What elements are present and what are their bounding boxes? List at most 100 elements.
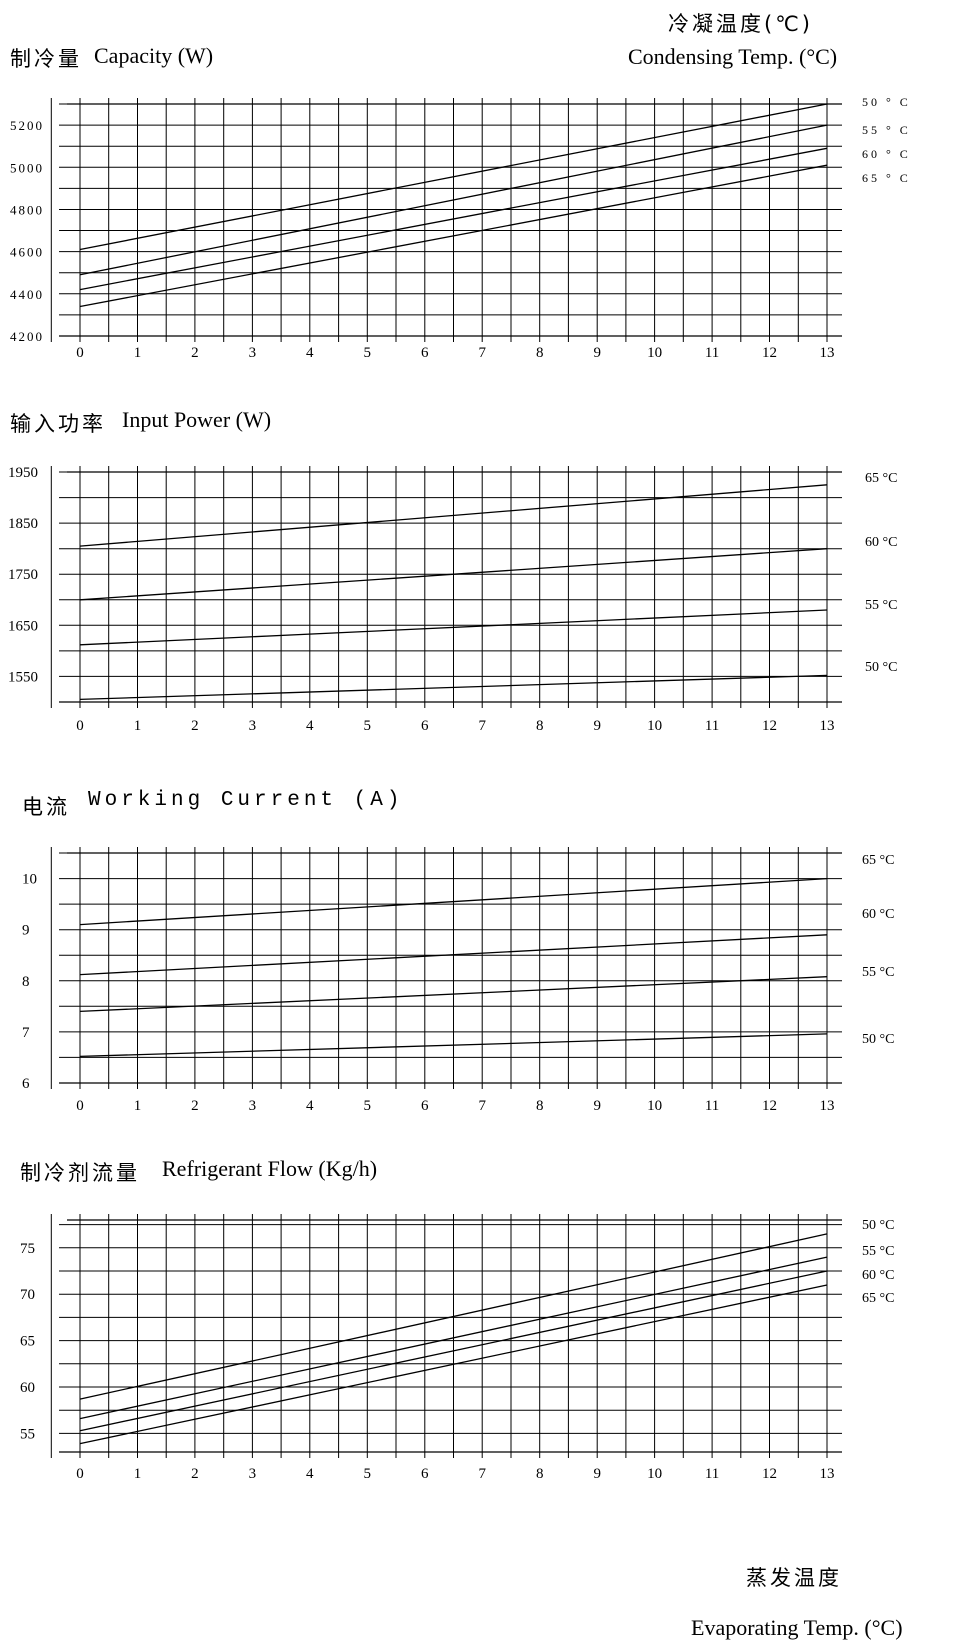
- x-tick-label: 7: [478, 1466, 486, 1482]
- x-tick-label: 3: [249, 718, 257, 734]
- refrigerant-flow-title-cn: 制冷剂流量: [20, 1161, 140, 1185]
- x-tick-label: 1: [134, 345, 142, 361]
- y-tick-label: 5000: [10, 160, 44, 175]
- series-line: [79, 609, 828, 646]
- x-tick-label: 10: [647, 1466, 662, 1482]
- y-tick-label: 5200: [10, 118, 44, 133]
- current-title-cn: 电流: [22, 795, 70, 819]
- series-line: [79, 1270, 828, 1432]
- y-tick-label: 1550: [8, 669, 38, 685]
- x-tick-label: 12: [762, 718, 777, 734]
- x-tick-label: 5: [364, 718, 372, 734]
- x-tick-label: 3: [249, 345, 257, 361]
- series-line: [79, 1233, 828, 1400]
- condensing-temp-title-en: Condensing Temp. (°C): [628, 44, 838, 69]
- x-tick-label: 9: [593, 1098, 601, 1114]
- legend-label: 55 °C: [865, 598, 897, 613]
- x-tick-label: 11: [705, 345, 719, 361]
- x-tick-label: 7: [478, 345, 486, 361]
- x-tick-label: 9: [593, 1466, 601, 1482]
- y-tick-label: 55: [20, 1426, 35, 1442]
- legend-label: 65 °C: [865, 471, 897, 486]
- y-tick-label: 1750: [8, 567, 38, 583]
- legend-label: 60 °C: [865, 535, 897, 550]
- x-tick-label: 2: [191, 718, 199, 734]
- x-tick-label: 12: [762, 1466, 777, 1482]
- legend-label: 60 °C: [862, 1268, 894, 1283]
- x-tick-label: 2: [191, 1098, 199, 1114]
- legend-label: 55 ° C: [862, 123, 911, 137]
- series-line: [79, 976, 828, 1013]
- legend-label: 50 °C: [862, 1218, 894, 1233]
- x-tick-label: 10: [647, 1098, 662, 1114]
- x-tick-label: 12: [762, 1098, 777, 1114]
- x-tick-label: 1: [134, 718, 142, 734]
- legend-label: 65 °C: [862, 853, 894, 868]
- evaporating-temp-title-cn: 蒸发温度: [746, 1566, 842, 1590]
- series-line: [79, 147, 828, 291]
- y-tick-label: 60: [20, 1380, 35, 1396]
- x-tick-label: 11: [705, 718, 719, 734]
- y-tick-label: 4200: [10, 329, 44, 344]
- y-tick-label: 1950: [8, 465, 38, 481]
- legend-label: 65 °C: [862, 1291, 894, 1306]
- series-line: [79, 1284, 828, 1445]
- series-line: [79, 1256, 828, 1420]
- x-tick-label: 2: [191, 1466, 199, 1482]
- legend-label: 50 °C: [865, 660, 897, 675]
- legend-label: 60 °C: [862, 907, 894, 922]
- y-tick-label: 70: [20, 1287, 35, 1303]
- series-line: [79, 124, 828, 276]
- x-tick-label: 5: [364, 1466, 372, 1482]
- x-tick-label: 10: [647, 718, 662, 734]
- x-tick-label: 9: [593, 345, 601, 361]
- capacity-title-cn: 制冷量: [10, 47, 82, 71]
- y-tick-label: 10: [22, 872, 37, 888]
- input-power-title-en: Input Power (W): [122, 407, 272, 432]
- series-line: [79, 484, 828, 547]
- series-line: [79, 674, 828, 701]
- y-tick-label: 65: [20, 1334, 35, 1350]
- legend-label: 50 °C: [862, 1032, 894, 1047]
- x-tick-label: 10: [647, 345, 662, 361]
- x-tick-label: 5: [364, 1098, 372, 1114]
- y-tick-label: 1650: [8, 618, 38, 634]
- y-tick-label: 8: [22, 974, 30, 990]
- x-tick-label: 6: [421, 1098, 429, 1114]
- refrigerant-flow-title-en: Refrigerant Flow (Kg/h): [162, 1156, 378, 1181]
- legend-label: 55 °C: [862, 965, 894, 980]
- capacity-title-en: Capacity (W): [94, 43, 214, 68]
- x-tick-label: 6: [421, 1466, 429, 1482]
- x-tick-label: 0: [76, 718, 84, 734]
- series-line: [79, 548, 828, 601]
- y-tick-label: 6: [22, 1076, 30, 1092]
- x-tick-label: 1: [134, 1098, 142, 1114]
- x-tick-label: 8: [536, 1466, 544, 1482]
- legend-label: 50 ° C: [862, 95, 911, 109]
- x-tick-label: 11: [705, 1098, 719, 1114]
- x-tick-label: 13: [820, 718, 835, 734]
- y-tick-label: 7: [22, 1025, 30, 1041]
- x-tick-label: 7: [478, 718, 486, 734]
- legend-label: 65 ° C: [862, 171, 911, 185]
- y-tick-label: 4400: [10, 287, 44, 302]
- x-tick-label: 6: [421, 345, 429, 361]
- x-tick-label: 0: [76, 345, 84, 361]
- legend-label: 55 °C: [862, 1244, 894, 1259]
- x-tick-label: 0: [76, 1466, 84, 1482]
- x-tick-label: 3: [249, 1098, 257, 1114]
- evaporating-temp-title-en: Evaporating Temp. (°C): [691, 1615, 903, 1640]
- series-line: [79, 1033, 828, 1058]
- x-tick-label: 2: [191, 345, 199, 361]
- x-tick-label: 6: [421, 718, 429, 734]
- series-line: [79, 934, 828, 976]
- x-tick-label: 11: [705, 1466, 719, 1482]
- legend-label: 60 ° C: [862, 147, 911, 161]
- y-tick-label: 1850: [8, 516, 38, 532]
- x-tick-label: 4: [306, 718, 314, 734]
- current-title-en: Working Current (A): [88, 789, 404, 812]
- x-tick-label: 5: [364, 345, 372, 361]
- x-tick-label: 4: [306, 1098, 314, 1114]
